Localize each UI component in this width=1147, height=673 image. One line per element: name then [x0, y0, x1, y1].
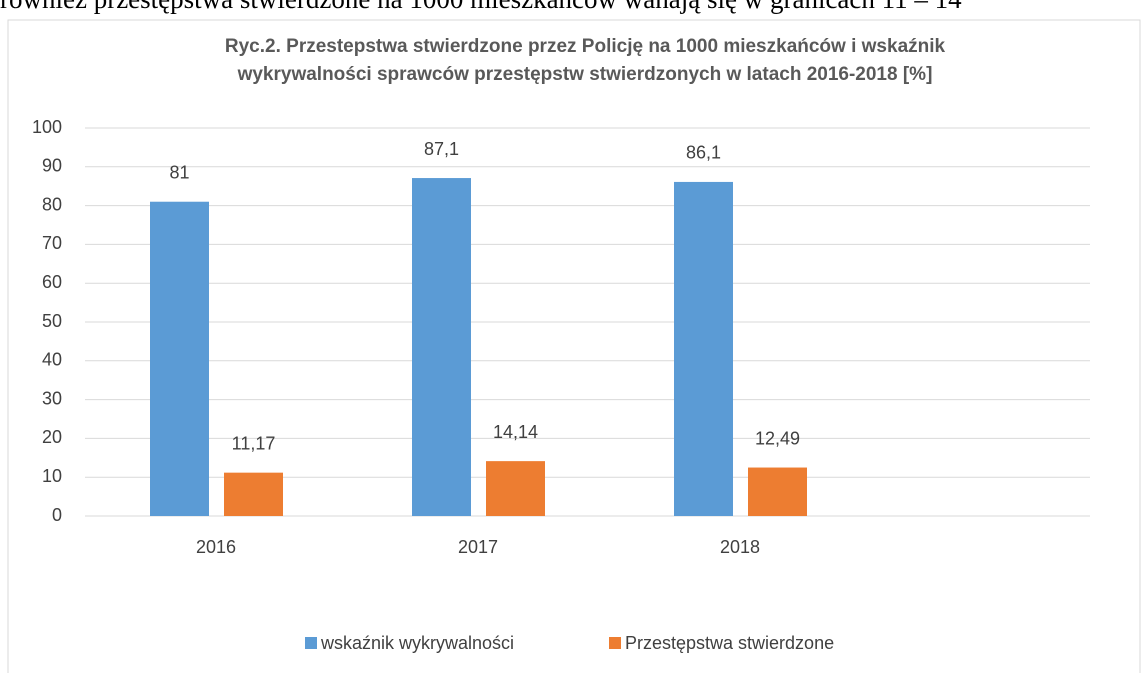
legend-label: wskaźnik wykrywalności [320, 633, 514, 653]
y-tick-label: 10 [42, 466, 62, 486]
bar [412, 178, 471, 516]
legend-swatch [609, 637, 621, 649]
bar [748, 467, 807, 516]
data-label: 12,49 [755, 428, 800, 448]
legend-swatch [305, 637, 317, 649]
y-tick-label: 80 [42, 194, 62, 214]
x-tick-label: 2016 [196, 537, 236, 557]
bar [150, 201, 209, 516]
x-tick-label: 2018 [720, 537, 760, 557]
y-tick-label: 90 [42, 156, 62, 176]
data-label: 86,1 [686, 143, 721, 163]
bar [674, 181, 733, 516]
document-text: również przestępstwa stwierdzone na 1000… [0, 0, 962, 14]
x-tick-label: 2017 [458, 537, 498, 557]
chart-title: Ryc.2. Przestepstwa stwierdzone przez Po… [225, 36, 946, 57]
data-label: 14,14 [493, 422, 538, 442]
data-label: 11,17 [232, 433, 276, 453]
chart-title: wykrywalności sprawców przestępstw stwie… [237, 64, 933, 85]
y-tick-label: 0 [52, 505, 62, 525]
data-label: 87,1 [424, 139, 459, 159]
y-tick-label: 70 [42, 233, 62, 253]
data-label: 81 [169, 162, 189, 182]
y-tick-label: 50 [42, 311, 62, 331]
bar [224, 472, 283, 516]
y-tick-label: 30 [42, 388, 62, 408]
y-tick-label: 100 [32, 117, 62, 137]
y-tick-label: 40 [42, 350, 62, 370]
y-tick-label: 60 [42, 272, 62, 292]
chart-border [7, 19, 1141, 673]
legend-label: Przestępstwa stwierdzone [625, 633, 834, 653]
y-tick-label: 20 [42, 427, 62, 447]
bar [486, 461, 545, 516]
